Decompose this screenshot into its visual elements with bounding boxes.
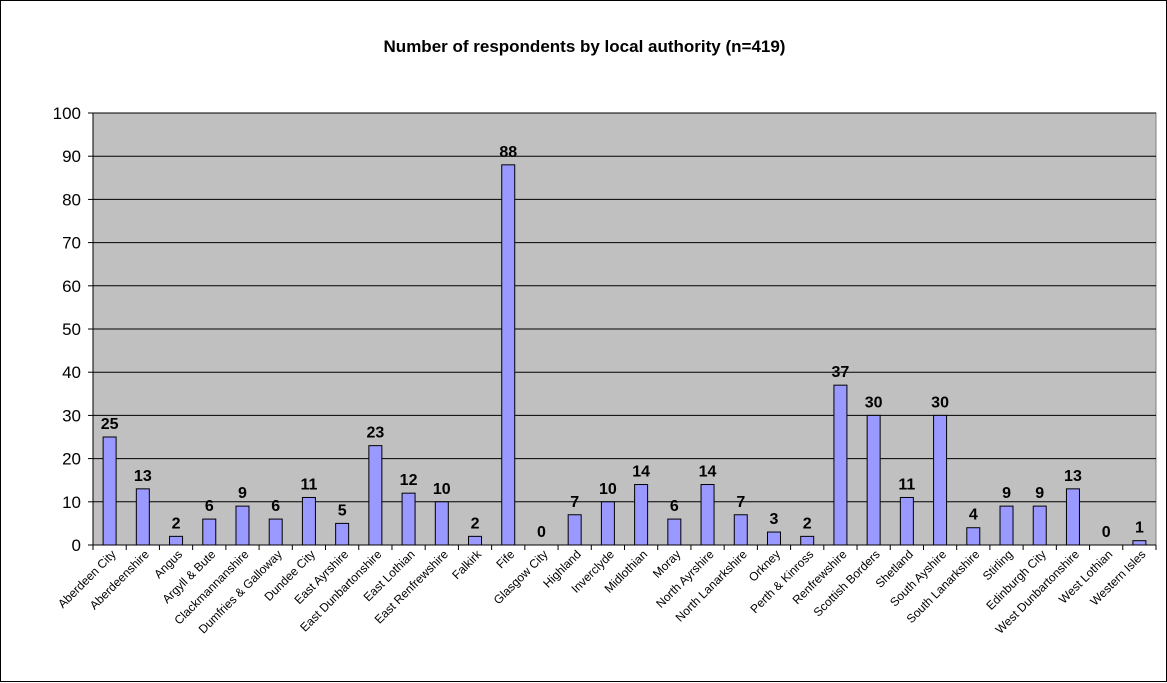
bar <box>1032 505 1047 546</box>
data-label: 6 <box>670 498 679 515</box>
bar <box>866 414 881 546</box>
data-label: 11 <box>898 476 915 493</box>
bar <box>335 522 350 546</box>
data-label: 2 <box>471 515 480 532</box>
bar <box>700 484 715 546</box>
bar <box>567 514 582 546</box>
data-label: 12 <box>400 472 418 489</box>
data-label: 13 <box>134 468 152 485</box>
bar <box>600 501 615 546</box>
chart-title: Number of respondents by local authority… <box>383 37 786 56</box>
y-tick-label: 70 <box>62 234 81 253</box>
data-label: 23 <box>366 425 384 442</box>
bar <box>766 531 781 546</box>
data-label: 14 <box>632 464 650 481</box>
bar <box>1132 540 1147 546</box>
data-label: 37 <box>832 364 850 381</box>
data-label: 6 <box>205 498 214 515</box>
data-label: 10 <box>599 481 617 498</box>
bar <box>733 514 748 546</box>
bar <box>401 492 416 546</box>
data-label: 30 <box>931 394 949 411</box>
y-tick-label: 40 <box>62 363 81 382</box>
data-label: 25 <box>101 416 119 433</box>
y-tick-label: 80 <box>62 190 81 209</box>
y-tick-label: 50 <box>62 320 81 339</box>
data-label: 6 <box>271 498 280 515</box>
data-label: 0 <box>1102 524 1111 541</box>
data-label: 9 <box>1002 485 1011 502</box>
category-label: Aberdeenshire <box>87 547 152 612</box>
bar <box>301 496 316 546</box>
bar <box>899 496 914 546</box>
data-label: 3 <box>770 511 779 528</box>
bar <box>368 445 383 546</box>
bar <box>667 518 682 546</box>
data-label: 11 <box>300 476 317 493</box>
data-label: 13 <box>1064 468 1082 485</box>
bar <box>634 484 649 546</box>
y-tick-label: 100 <box>53 104 81 123</box>
bar <box>933 414 948 546</box>
bar <box>434 501 449 546</box>
y-tick-label: 60 <box>62 277 81 296</box>
data-label: 30 <box>865 394 883 411</box>
bar <box>999 505 1014 546</box>
bar <box>833 384 848 546</box>
category-label: Falkirk <box>449 547 485 583</box>
bar <box>202 518 217 546</box>
data-label: 88 <box>499 144 517 161</box>
bar <box>135 488 150 546</box>
data-label: 9 <box>1035 485 1044 502</box>
data-label: 9 <box>238 485 247 502</box>
y-tick-label: 0 <box>72 536 81 555</box>
data-label: 5 <box>338 502 347 519</box>
y-tick-label: 90 <box>62 147 81 166</box>
bar <box>102 436 117 546</box>
data-label: 2 <box>172 515 181 532</box>
y-tick-label: 20 <box>62 450 81 469</box>
category-label: Fife <box>493 547 517 571</box>
bar <box>501 164 516 546</box>
bar <box>1065 488 1080 546</box>
y-tick-label: 30 <box>62 406 81 425</box>
data-label: 4 <box>969 507 978 524</box>
bar <box>966 527 981 546</box>
data-label: 2 <box>803 515 812 532</box>
data-label: 0 <box>537 524 546 541</box>
data-label: 1 <box>1135 520 1144 537</box>
bar <box>468 535 483 546</box>
bar <box>169 535 184 546</box>
data-label: 10 <box>433 481 451 498</box>
bar <box>800 535 815 546</box>
y-tick-label: 10 <box>62 493 81 512</box>
data-label: 7 <box>736 494 745 511</box>
data-label: 14 <box>699 464 717 481</box>
data-label: 7 <box>570 494 579 511</box>
bar <box>268 518 283 546</box>
bar <box>235 505 250 546</box>
